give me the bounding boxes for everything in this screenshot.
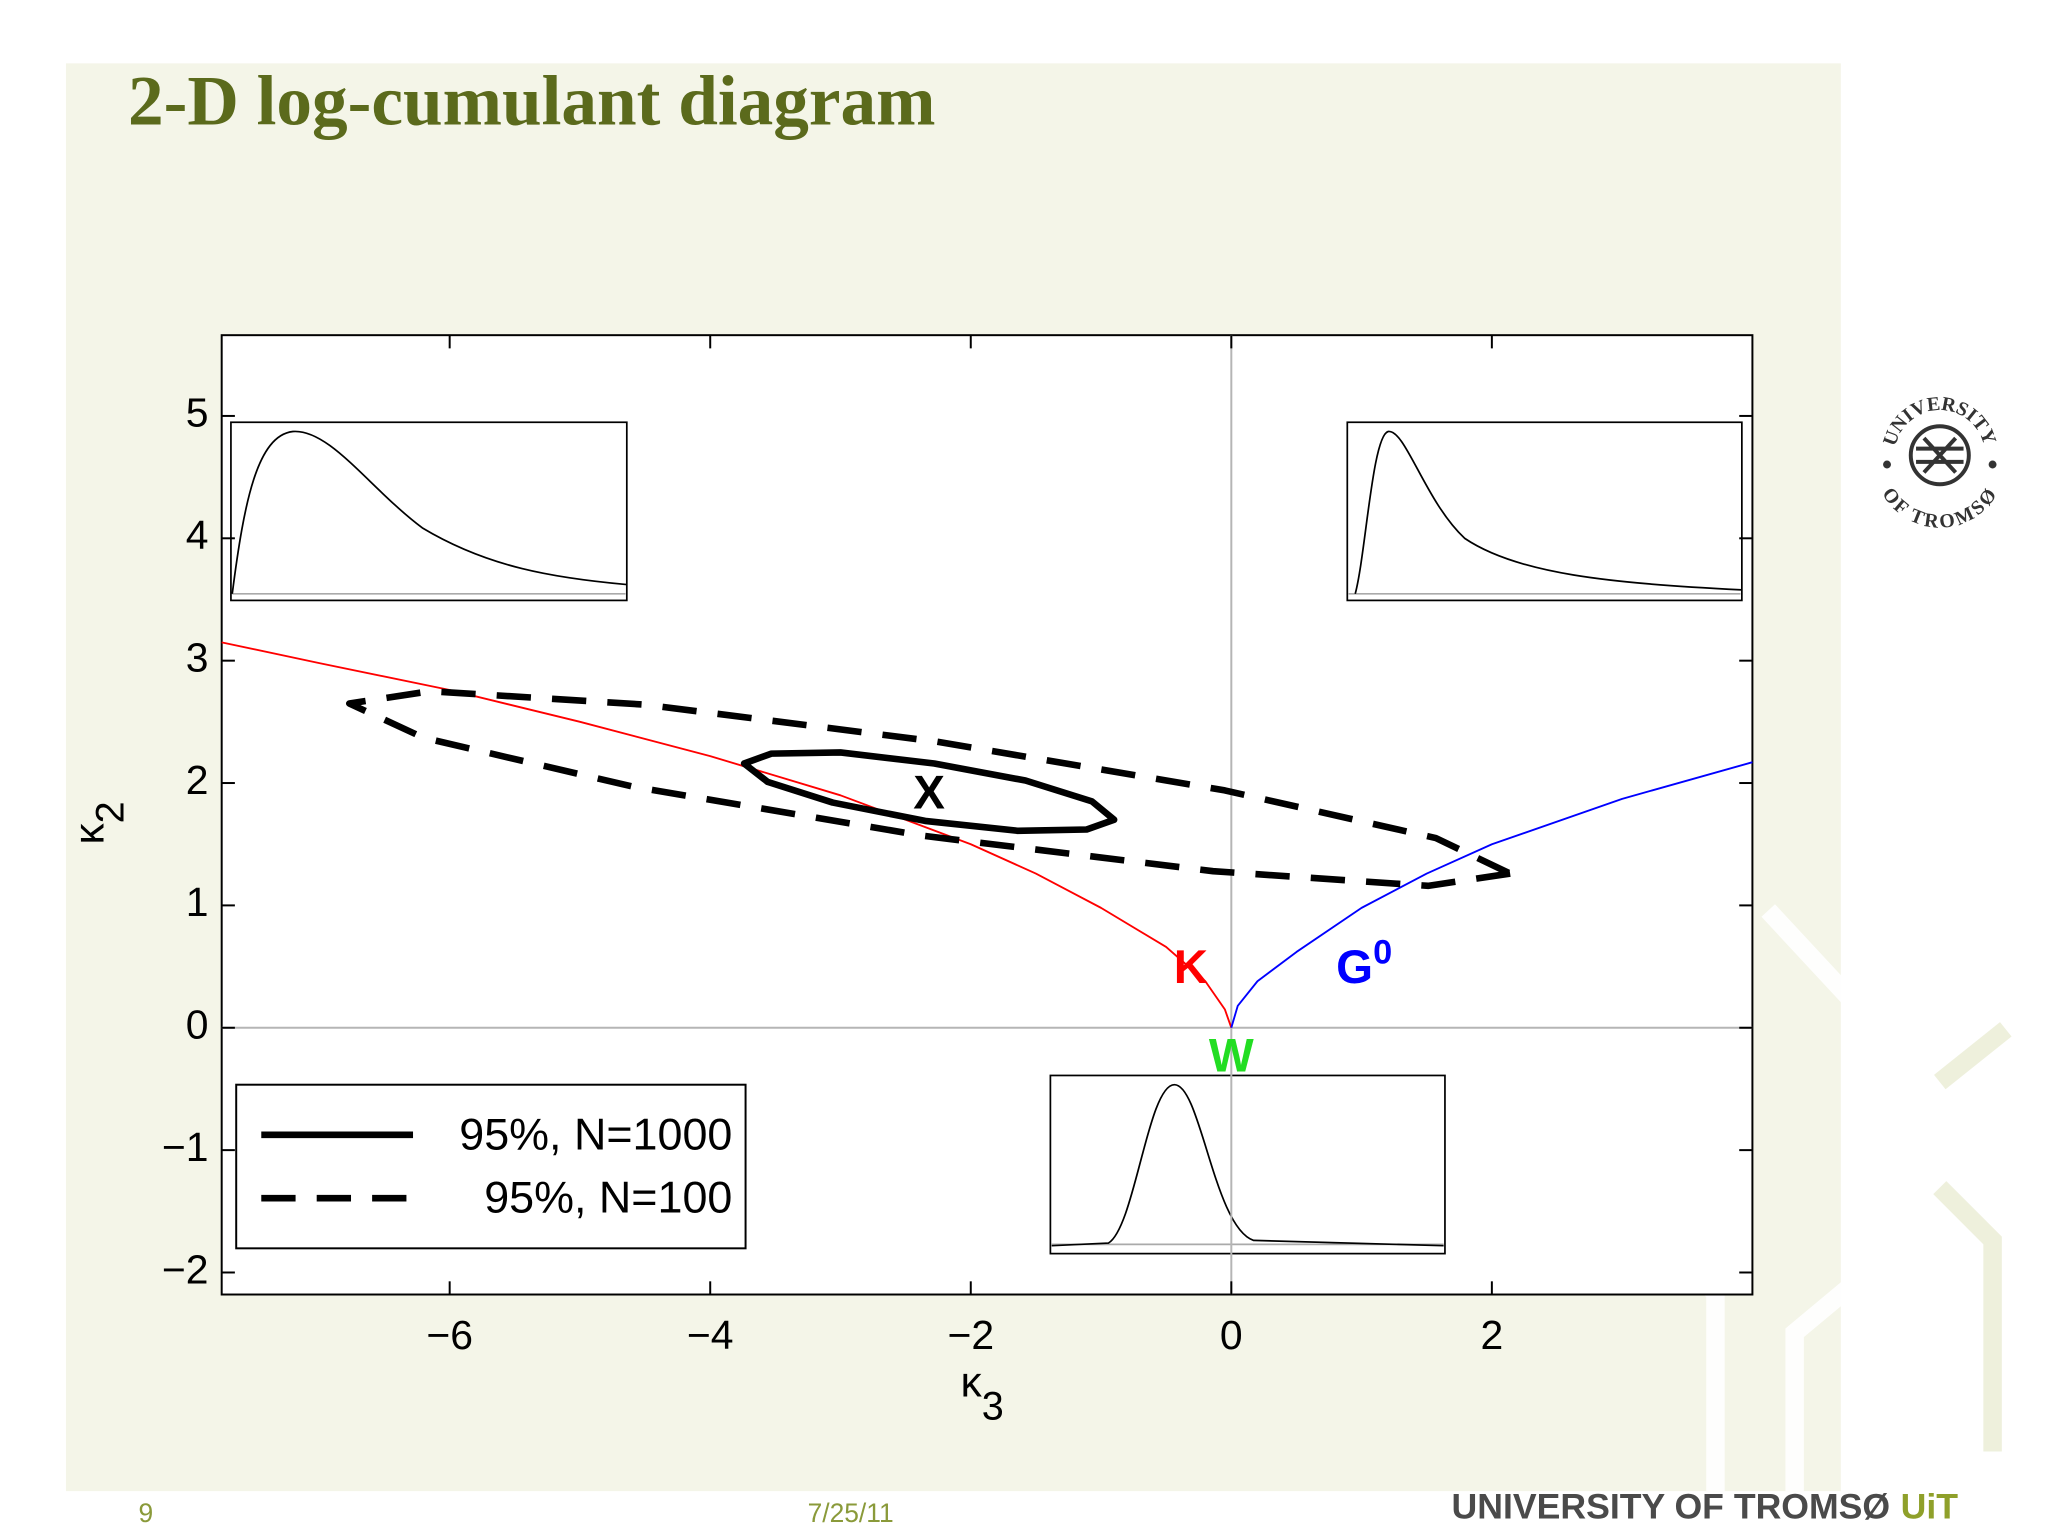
x-tick-label: −6 [426, 1312, 473, 1358]
footer-brand: UNIVERSITY OF TROMSØ UiT [1452, 1487, 1959, 1527]
annotation: W [1209, 1029, 1254, 1082]
y-tick-label: 0 [186, 1002, 209, 1048]
x-axis-label: κ3 [961, 1359, 1004, 1429]
y-tick-label: −2 [162, 1246, 209, 1292]
logo: UNIVERSITY OF TROMSØ [1878, 392, 2002, 532]
logo-emblem [1916, 436, 1964, 474]
y-tick-label: −1 [162, 1124, 209, 1170]
y-tick-label: 2 [186, 757, 209, 803]
annotation-superscript: 0 [1373, 933, 1392, 971]
logo-dot [1988, 460, 1997, 469]
slide-date: 7/25/11 [808, 1498, 894, 1528]
y-tick-label: 5 [186, 390, 209, 436]
annotation-text: K [1174, 941, 1208, 994]
y-axis-label: κ2 [66, 801, 133, 844]
footer-brand-name: UNIVERSITY OF TROMSØ [1452, 1487, 1891, 1527]
y-axis-subscript: 2 [89, 801, 133, 823]
legend-label: 95%, N=100 [484, 1172, 732, 1223]
footer-brand-mark: UiT [1901, 1487, 1959, 1527]
y-axis-symbol: κ [66, 823, 113, 845]
x-tick-label: 0 [1220, 1312, 1243, 1358]
legend-box [235, 1083, 747, 1250]
x-tick-label: −4 [687, 1312, 734, 1358]
logo-bottom: OF TROMSØ [1878, 483, 2000, 532]
logo-text: OF TROMSØ [1878, 483, 2002, 532]
tree-lines [1933, 1022, 2012, 1452]
logo-dot [1883, 460, 1891, 469]
logo-top: UNIVERSITY [1878, 392, 2000, 448]
x-tick-label: 2 [1480, 1312, 1503, 1358]
slide-title: 2-D log-cumulant diagram [128, 63, 935, 141]
inset-curve [1354, 430, 1742, 595]
confidence-ellipse [740, 749, 1118, 835]
annotation: X [913, 766, 945, 819]
decoration-outer [1933, 1022, 2012, 1452]
inset-curve [231, 430, 627, 594]
y-tick-label: 4 [186, 512, 209, 558]
y-tick-label: 3 [186, 634, 209, 680]
model-curve [1230, 761, 1753, 1028]
annotation: K [1174, 941, 1208, 994]
x-axis-symbol: κ [961, 1359, 983, 1406]
annotation-text: G [1336, 941, 1373, 994]
legend-label: 95%, N=1000 [459, 1108, 732, 1159]
inset-box [1049, 1074, 1446, 1255]
inset-plots [230, 421, 1743, 1255]
y-tick-label: 1 [186, 879, 209, 925]
logo-ring [1908, 424, 1971, 487]
inset-box [230, 421, 628, 602]
annotation-text: W [1209, 1029, 1254, 1082]
annotation: G0 [1336, 933, 1392, 993]
x-tick-label: −2 [947, 1312, 994, 1358]
confidence-ellipse [345, 687, 1514, 890]
logo-text: UNIVERSITY [1878, 392, 2001, 448]
page-number: 9 [139, 1498, 154, 1528]
x-axis-subscript: 3 [982, 1385, 1004, 1429]
inset-box [1346, 421, 1743, 602]
annotation-text: X [913, 766, 945, 819]
inset-curve [1051, 1083, 1444, 1247]
